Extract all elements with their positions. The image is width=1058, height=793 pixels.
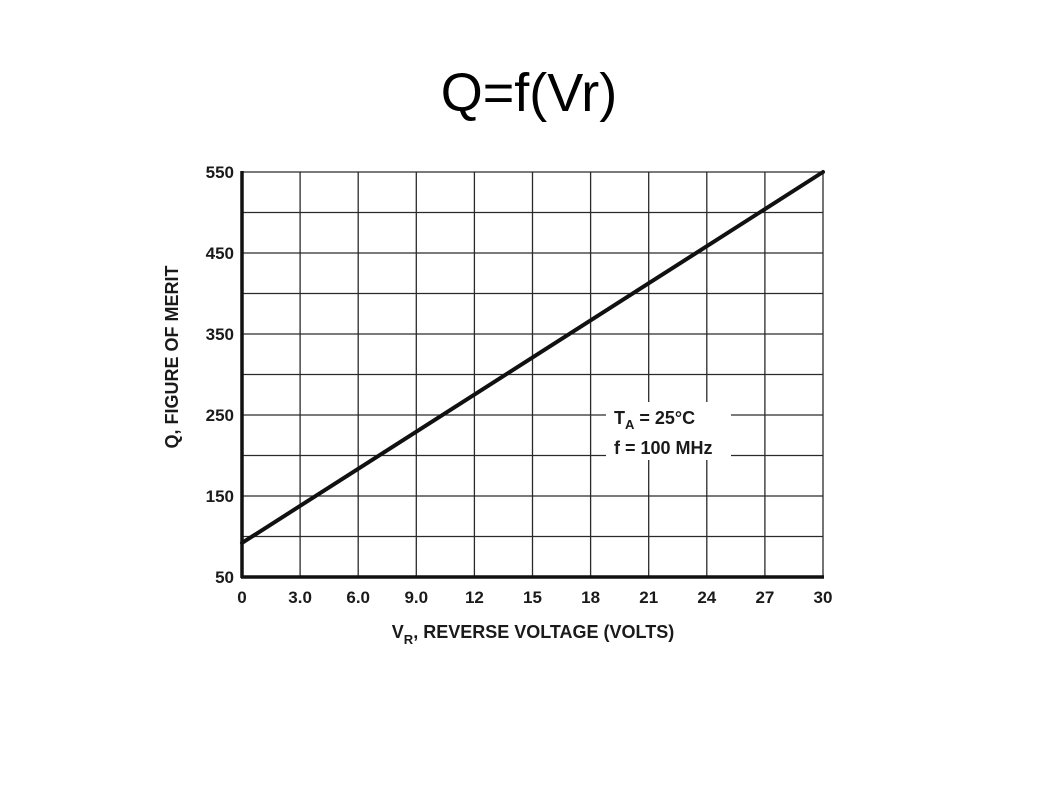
x-tick-label: 18 bbox=[581, 588, 600, 607]
x-tick-label: 21 bbox=[639, 588, 658, 607]
x-tick-label: 30 bbox=[814, 588, 833, 607]
x-tick-label: 0 bbox=[237, 588, 246, 607]
grid bbox=[241, 171, 824, 578]
axes bbox=[240, 171, 824, 579]
y-tick-labels: 50 150 250 350 450 550 bbox=[206, 163, 234, 587]
x-tick-label: 12 bbox=[465, 588, 484, 607]
x-tick-label: 24 bbox=[697, 588, 716, 607]
y-tick-label: 150 bbox=[206, 487, 234, 506]
x-axis-label-subscript: R bbox=[404, 632, 414, 647]
y-axis-label: Q, FIGURE OF MERIT bbox=[162, 265, 182, 448]
x-tick-labels: 0 3.0 6.0 9.0 12 15 18 21 24 27 30 bbox=[237, 588, 832, 607]
slide-title: Q=f(Vr) bbox=[440, 63, 618, 123]
y-tick-label: 50 bbox=[215, 568, 234, 587]
y-tick-label: 250 bbox=[206, 406, 234, 425]
annotation-temperature: TA = 25°C bbox=[614, 408, 695, 432]
x-axis-label-text: , REVERSE VOLTAGE (VOLTS) bbox=[413, 622, 674, 642]
annotation-frequency: f = 100 MHz bbox=[614, 438, 713, 458]
x-tick-label: 6.0 bbox=[346, 588, 370, 607]
x-tick-label: 9.0 bbox=[404, 588, 428, 607]
series-line bbox=[240, 170, 825, 545]
x-axis-label: VR, REVERSE VOLTAGE (VOLTS) bbox=[392, 622, 674, 647]
series bbox=[240, 170, 825, 545]
y-tick-label: 350 bbox=[206, 325, 234, 344]
x-axis-label-symbol: V bbox=[392, 622, 404, 642]
y-tick-label: 550 bbox=[206, 163, 234, 182]
annotation-t-subscript: A bbox=[625, 417, 635, 432]
annotation-temperature-value: = 25°C bbox=[634, 408, 695, 428]
y-tick-label: 450 bbox=[206, 244, 234, 263]
x-tick-label: 3.0 bbox=[288, 588, 312, 607]
x-tick-label: 27 bbox=[755, 588, 774, 607]
annotation-box bbox=[606, 402, 731, 460]
annotation-t-symbol: T bbox=[614, 408, 625, 428]
x-tick-label: 15 bbox=[523, 588, 542, 607]
